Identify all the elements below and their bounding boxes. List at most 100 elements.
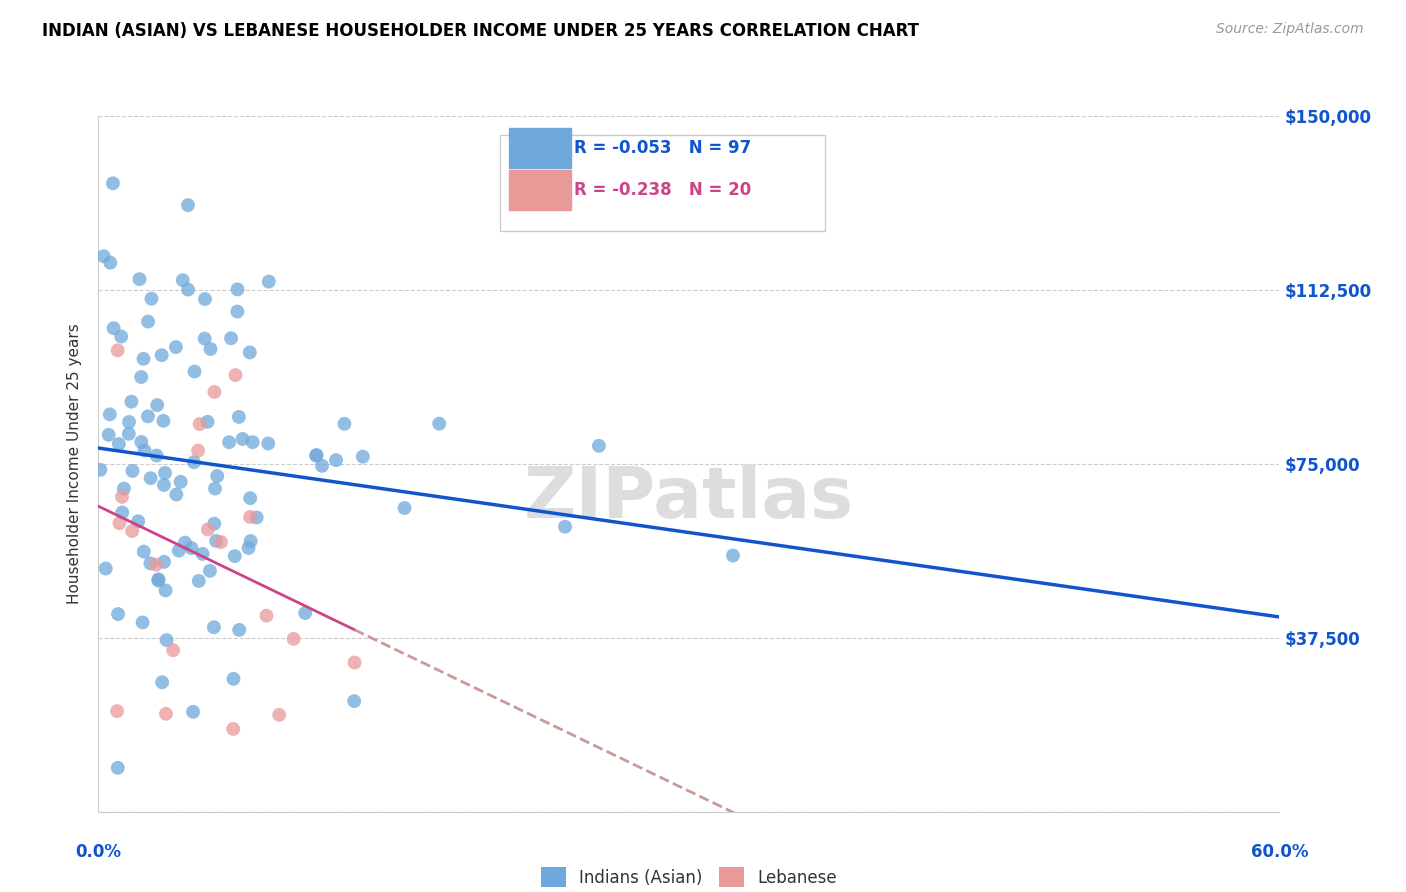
Point bbox=[194, 332, 217, 346]
Point bbox=[172, 273, 194, 287]
Point bbox=[153, 555, 176, 569]
Point bbox=[226, 304, 249, 318]
Y-axis label: Householder Income Under 25 years: Householder Income Under 25 years bbox=[67, 324, 83, 604]
Text: 0.0%: 0.0% bbox=[76, 843, 121, 861]
Point bbox=[162, 643, 184, 657]
Point bbox=[209, 535, 232, 549]
Text: R = -0.053   N = 97: R = -0.053 N = 97 bbox=[575, 139, 752, 157]
Point bbox=[222, 672, 245, 686]
Point bbox=[200, 342, 222, 356]
Point bbox=[294, 606, 316, 620]
Text: 60.0%: 60.0% bbox=[1251, 843, 1308, 861]
Point bbox=[187, 574, 209, 588]
Point bbox=[111, 506, 134, 520]
Point bbox=[283, 632, 305, 646]
Point bbox=[121, 464, 143, 478]
Point bbox=[202, 516, 225, 531]
Point bbox=[224, 368, 246, 382]
Point bbox=[94, 561, 117, 575]
Point bbox=[246, 510, 269, 524]
Point bbox=[121, 524, 143, 538]
Point bbox=[145, 449, 167, 463]
Point bbox=[197, 523, 219, 537]
Point bbox=[150, 675, 173, 690]
Point bbox=[205, 533, 228, 548]
Point bbox=[167, 543, 190, 558]
Point bbox=[136, 409, 159, 424]
Point bbox=[554, 519, 576, 533]
Point bbox=[127, 514, 149, 528]
Point bbox=[222, 722, 245, 736]
Point bbox=[107, 607, 129, 621]
Point bbox=[204, 482, 226, 496]
Point bbox=[394, 501, 416, 516]
Point bbox=[97, 427, 120, 442]
Text: INDIAN (ASIAN) VS LEBANESE HOUSEHOLDER INCOME UNDER 25 YEARS CORRELATION CHART: INDIAN (ASIAN) VS LEBANESE HOUSEHOLDER I… bbox=[42, 22, 920, 40]
Point bbox=[228, 623, 250, 637]
Point bbox=[333, 417, 356, 431]
Point bbox=[181, 705, 204, 719]
Text: ZIPatlas: ZIPatlas bbox=[524, 464, 853, 533]
Point bbox=[257, 275, 280, 289]
Point bbox=[152, 414, 174, 428]
Point bbox=[177, 283, 200, 297]
Point bbox=[180, 541, 202, 555]
Point bbox=[170, 475, 193, 489]
Point bbox=[239, 491, 262, 505]
Point bbox=[305, 448, 328, 462]
Text: Source: ZipAtlas.com: Source: ZipAtlas.com bbox=[1216, 22, 1364, 37]
Point bbox=[226, 282, 249, 296]
Point bbox=[110, 329, 132, 343]
Point bbox=[218, 435, 240, 450]
Point bbox=[197, 415, 219, 429]
Point bbox=[107, 343, 129, 358]
Point bbox=[343, 694, 366, 708]
Point bbox=[103, 321, 125, 335]
Point bbox=[111, 490, 134, 504]
Point bbox=[188, 417, 211, 431]
Point bbox=[427, 417, 450, 431]
Point bbox=[89, 463, 111, 477]
Point bbox=[150, 348, 173, 362]
Point bbox=[129, 370, 152, 384]
Point bbox=[108, 516, 131, 531]
Point bbox=[165, 340, 187, 354]
Point bbox=[238, 541, 260, 555]
Point bbox=[105, 704, 128, 718]
Point bbox=[131, 615, 153, 630]
FancyBboxPatch shape bbox=[509, 169, 571, 210]
Point bbox=[219, 331, 242, 345]
Point bbox=[198, 564, 221, 578]
Point bbox=[224, 549, 246, 563]
Point bbox=[107, 761, 129, 775]
Point bbox=[139, 471, 162, 485]
Point bbox=[352, 450, 374, 464]
Point bbox=[256, 608, 278, 623]
Point bbox=[132, 544, 155, 558]
Point bbox=[146, 398, 169, 412]
Point bbox=[177, 198, 200, 212]
Point bbox=[325, 453, 347, 467]
Point bbox=[120, 394, 142, 409]
Point bbox=[136, 315, 159, 329]
Legend: Indians (Asian), Lebanese: Indians (Asian), Lebanese bbox=[534, 860, 844, 892]
Point bbox=[588, 439, 610, 453]
Point bbox=[148, 572, 170, 586]
Point bbox=[93, 249, 115, 263]
Point bbox=[134, 443, 156, 458]
Point bbox=[139, 557, 162, 571]
Point bbox=[148, 574, 170, 588]
Point bbox=[183, 365, 205, 379]
Point bbox=[145, 558, 167, 572]
FancyBboxPatch shape bbox=[509, 128, 571, 169]
Point bbox=[239, 510, 262, 524]
Point bbox=[187, 443, 209, 458]
Point bbox=[131, 434, 153, 449]
Point bbox=[118, 415, 141, 429]
Point bbox=[183, 455, 205, 469]
Point bbox=[108, 437, 131, 451]
Point bbox=[343, 656, 366, 670]
Point bbox=[194, 292, 217, 306]
Point bbox=[269, 707, 291, 722]
Point bbox=[721, 549, 744, 563]
